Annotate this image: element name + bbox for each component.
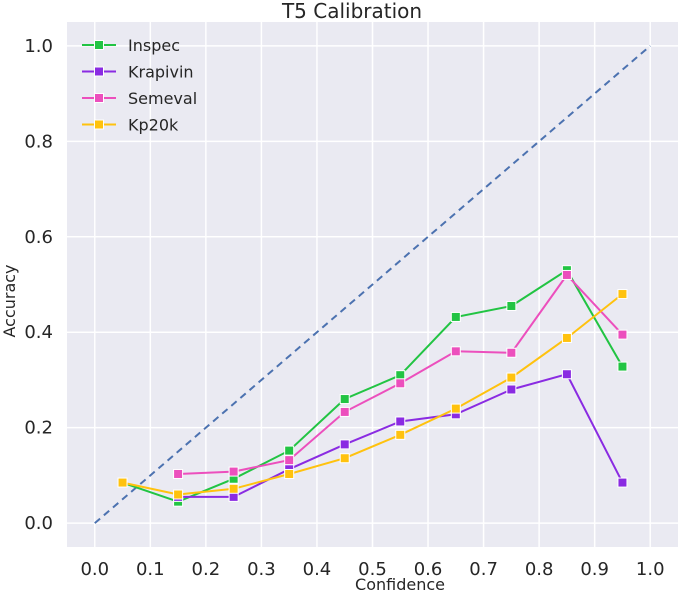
reference-line-group xyxy=(94,45,651,524)
semeval-point xyxy=(395,378,406,389)
x-tick-label: 0.2 xyxy=(192,559,221,580)
inspec-point xyxy=(284,445,295,456)
semeval-legend-label: Semeval xyxy=(128,89,197,108)
x-axis-label: Confidence xyxy=(355,575,445,594)
x-tick-label: 0.8 xyxy=(525,559,554,580)
semeval-point xyxy=(228,466,239,477)
series-group xyxy=(117,265,628,507)
krapivin-point xyxy=(506,384,517,395)
kp20k-point xyxy=(228,483,239,494)
x-tick-label: 0.4 xyxy=(303,559,332,580)
kp20k-series-line xyxy=(122,293,624,496)
y-tick-label: 0.4 xyxy=(24,322,53,343)
kp20k-point xyxy=(395,429,406,440)
kp20k-legend-marker xyxy=(94,119,104,130)
inspec-point xyxy=(450,311,461,322)
x-tick-label: 0.3 xyxy=(247,559,276,580)
semeval-point xyxy=(339,406,350,417)
x-tick-label: 0.5 xyxy=(358,559,387,580)
kp20k-point xyxy=(339,453,350,464)
semeval-point xyxy=(506,347,517,358)
perfect-calibration-line xyxy=(94,45,651,524)
inspec-legend-label: Inspec xyxy=(128,36,180,55)
krapivin-point xyxy=(617,477,628,488)
inspec-point xyxy=(617,361,628,372)
y-tick-label: 1.0 xyxy=(24,36,53,57)
inspec-point xyxy=(339,394,350,405)
y-tick-label: 0.6 xyxy=(24,227,53,248)
y-tick-label: 0.2 xyxy=(24,418,53,439)
inspec-legend-marker xyxy=(94,40,104,50)
kp20k-point xyxy=(506,372,517,383)
inspec-point xyxy=(506,300,517,311)
krapivin-legend-label: Krapivin xyxy=(128,63,194,82)
x-tick-label: 0.7 xyxy=(469,559,498,580)
inspec-series-line xyxy=(122,268,624,503)
y-tick-label: 0.0 xyxy=(24,513,53,534)
legend: Inspec Krapivin Semeval Kp20k xyxy=(82,36,197,135)
semeval-point xyxy=(450,346,461,357)
kp20k-point xyxy=(561,332,572,343)
kp20k-legend-label: Kp20k xyxy=(128,116,179,135)
krapivin-legend-marker xyxy=(94,66,104,77)
kp20k-point xyxy=(284,468,295,479)
semeval-legend-marker xyxy=(94,93,104,103)
semeval-point xyxy=(284,455,295,466)
kp20k-point xyxy=(450,403,461,414)
x-tick-label: 0.1 xyxy=(136,559,165,580)
x-tick-label: 0.0 xyxy=(80,559,109,580)
grid-lines xyxy=(67,22,678,547)
kp20k-point xyxy=(173,489,184,500)
x-tick-label: 0.6 xyxy=(414,559,443,580)
semeval-point xyxy=(173,468,184,479)
semeval-point xyxy=(617,329,628,340)
krapivin-point xyxy=(395,416,406,427)
kp20k-point xyxy=(117,477,128,488)
x-tick-label: 1.0 xyxy=(636,559,665,580)
chart-title: T5 Calibration xyxy=(281,0,422,23)
tick-labels: 0.0 0.1 0.2 0.3 0.4 0.5 0.6 0.7 0.8 0.9 1.0 0.0 0.2 0… xyxy=(24,36,664,580)
krapivin-point xyxy=(339,439,350,450)
semeval-point xyxy=(561,269,572,280)
y-axis-label: Accuracy xyxy=(0,264,19,337)
y-tick-label: 0.8 xyxy=(24,131,53,152)
kp20k-point xyxy=(617,289,628,300)
krapivin-point xyxy=(561,369,572,380)
x-tick-label: 0.9 xyxy=(580,559,609,580)
